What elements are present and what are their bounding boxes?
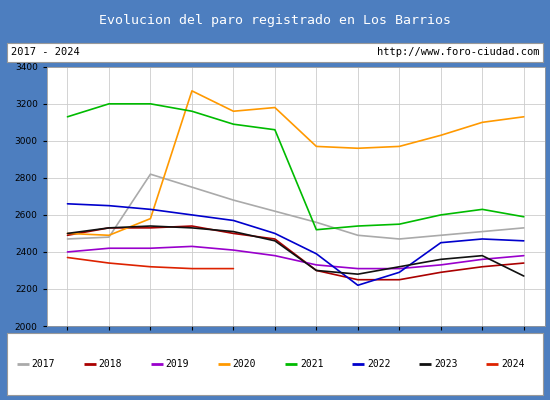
Text: Evolucion del paro registrado en Los Barrios: Evolucion del paro registrado en Los Bar… [99, 14, 451, 27]
Text: 2024: 2024 [501, 359, 525, 369]
Text: 2023: 2023 [434, 359, 458, 369]
Text: 2017: 2017 [31, 359, 55, 369]
Text: 2017 - 2024: 2017 - 2024 [11, 47, 80, 57]
Text: 2020: 2020 [233, 359, 256, 369]
Text: 2018: 2018 [98, 359, 122, 369]
Text: 2021: 2021 [300, 359, 323, 369]
Text: 2022: 2022 [367, 359, 390, 369]
Text: 2019: 2019 [166, 359, 189, 369]
Text: http://www.foro-ciudad.com: http://www.foro-ciudad.com [377, 47, 539, 57]
